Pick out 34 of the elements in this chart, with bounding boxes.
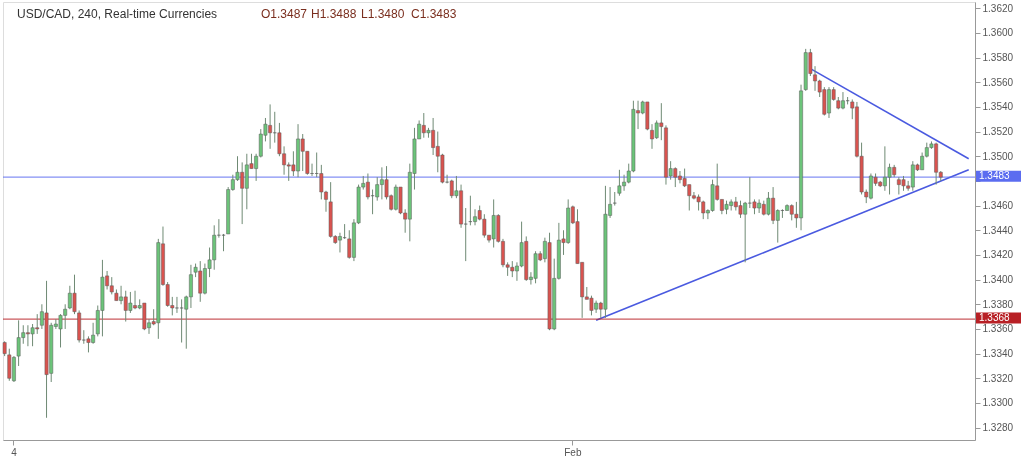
candlestick	[468, 195, 473, 226]
y-tick-label: 1.3580	[982, 52, 1014, 64]
y-tick-label: 1.3440	[982, 224, 1014, 236]
y-tick-label: 1.3620	[982, 2, 1014, 14]
ref-line-label: 1.3368	[979, 312, 1011, 324]
annotation: L1.3480	[361, 7, 405, 21]
y-tick-label: 1.3560	[982, 76, 1014, 88]
y-tick-label: 1.3500	[982, 150, 1014, 162]
y-tick-label: 1.3400	[982, 274, 1014, 286]
y-tick-label: 1.3600	[982, 27, 1014, 39]
y-tick-label: 1.3460	[982, 200, 1014, 212]
y-tick-label: 1.3280	[982, 422, 1014, 434]
y-tick-label: 1.3420	[982, 249, 1014, 261]
y-tick-label: 1.3360	[982, 323, 1014, 335]
candlestick	[617, 169, 622, 197]
annotation: C1.3483	[411, 7, 457, 21]
y-tick-label: 1.3520	[982, 126, 1014, 138]
candlestick	[221, 233, 226, 252]
candlestick	[7, 348, 12, 382]
x-tick-label: 4	[11, 446, 18, 458]
candlestick	[58, 313, 63, 348]
candlestick	[319, 164, 324, 200]
candlestick	[589, 295, 594, 316]
candlestick	[342, 223, 347, 240]
x-tick-label: Feb	[564, 446, 582, 458]
y-tick-label: 1.3300	[982, 397, 1014, 409]
y-tick-label: 1.3320	[982, 372, 1014, 384]
chart-title: USD/CAD, 240, Real-time Currencies	[17, 7, 218, 21]
annotation: O1.3487	[261, 7, 308, 21]
ref-line-label: 1.3483	[979, 170, 1011, 182]
y-tick-label: 1.3380	[982, 298, 1014, 310]
y-tick-label: 1.3540	[982, 101, 1014, 113]
annotation: H1.3488	[311, 7, 357, 21]
y-tick-label: 1.3340	[982, 348, 1014, 360]
